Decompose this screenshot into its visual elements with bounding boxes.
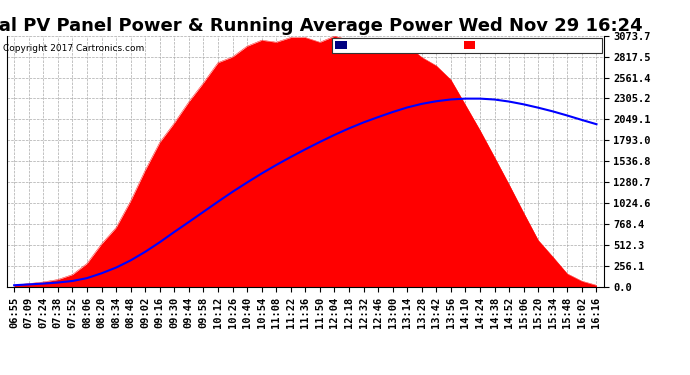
Legend: Average  (DC Watts), PV Panels  (DC Watts): Average (DC Watts), PV Panels (DC Watts) <box>332 38 602 53</box>
Text: Copyright 2017 Cartronics.com: Copyright 2017 Cartronics.com <box>3 44 145 52</box>
Title: Total PV Panel Power & Running Average Power Wed Nov 29 16:24: Total PV Panel Power & Running Average P… <box>0 18 642 36</box>
